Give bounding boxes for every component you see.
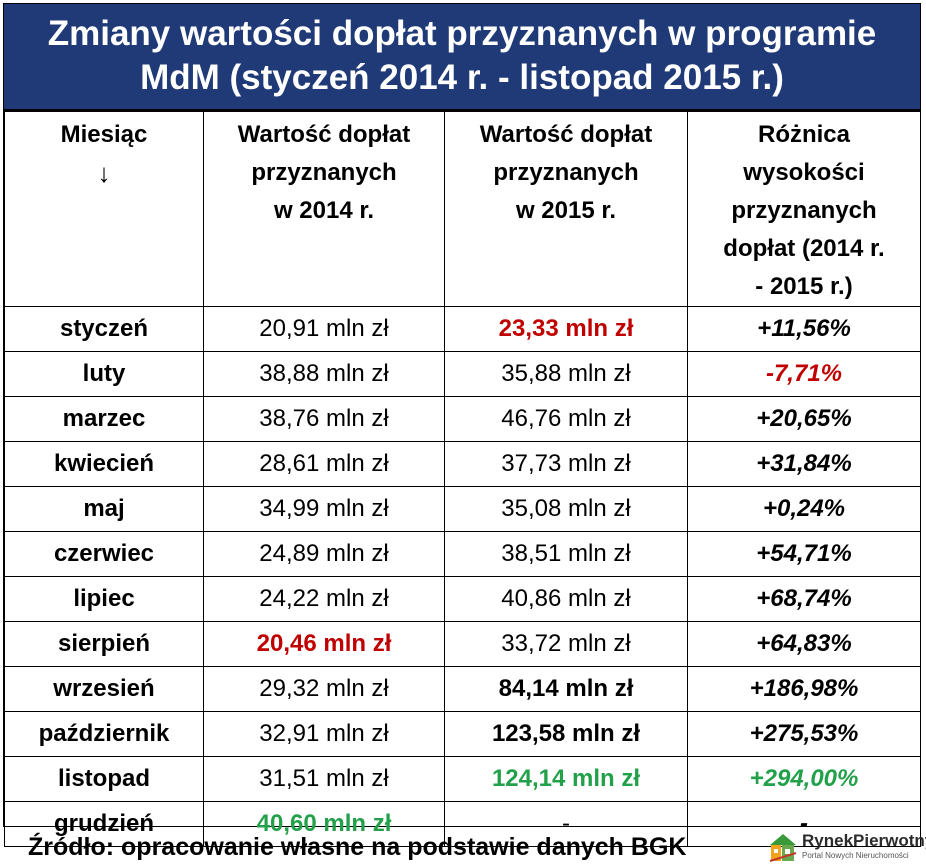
table-row: listopad 31,51 mln zł 124,14 mln zł +294,00… [4, 756, 921, 802]
cell-month: wrzesień [4, 666, 204, 712]
title-line-2: MdM (styczeń 2014 r. - listopad 2015 r.) [140, 58, 784, 97]
table-title: Zmiany wartości dopłat przyznanych w pro… [4, 4, 920, 111]
cell-difference: +275,53% [687, 711, 921, 757]
header-month-label: Miesiąc [60, 121, 148, 148]
header-line: - 2015 r.) [755, 273, 853, 300]
down-arrow-icon: ↓ [97, 158, 111, 188]
rynekpierwotny-logo: RynekPierwotny Portal Nowych Nieruchomoś… [768, 831, 926, 865]
cell-value-2014: 29,32 mln zł [203, 666, 445, 712]
title-line-1: Zmiany wartości dopłat przyznanych w pro… [47, 14, 877, 53]
logo-name: RynekPierwotny [802, 831, 926, 850]
house-logo-icon [769, 834, 797, 862]
cell-value-2014: 38,76 mln zł [203, 396, 445, 442]
header-row: Miesiąc ↓ Wartość dopłat przyznanych w 2… [4, 111, 921, 307]
cell-value-2015: 124,14 mln zł [444, 756, 688, 802]
logo-tagline: Portal Nowych Nieruchomości [802, 851, 909, 860]
header-line: w 2015 r. [515, 197, 617, 224]
cell-month: maj [4, 486, 204, 532]
cell-difference: +54,71% [687, 531, 921, 577]
cell-month: czerwiec [4, 531, 204, 577]
cell-difference: -7,71% [687, 351, 921, 397]
subsidy-table: Miesiąc ↓ Wartość dopłat przyznanych w 2… [4, 111, 921, 847]
table-row: luty 38,88 mln zł 35,88 mln zł -7,71% [4, 351, 921, 397]
table-row: styczeń 20,91 mln zł 23,33 mln zł +11,56% [4, 306, 921, 352]
cell-value-2015: 35,88 mln zł [444, 351, 688, 397]
table-frame: Zmiany wartości dopłat przyznanych w pro… [3, 3, 921, 847]
cell-value-2015: 84,14 mln zł [444, 666, 688, 712]
cell-difference: +294,00% [687, 756, 921, 802]
cell-value-2014: 38,88 mln zł [203, 351, 445, 397]
cell-value-2014: 31,51 mln zł [203, 756, 445, 802]
header-difference: Różnica wysokości przyznanych dopłat (20… [687, 111, 921, 307]
header-line: Różnica [757, 121, 850, 148]
cell-difference: +68,74% [687, 576, 921, 622]
cell-difference: +64,83% [687, 621, 921, 667]
table-row: czerwiec 24,89 mln zł 38,51 mln zł +54,71% [4, 531, 921, 577]
cell-month: sierpień [4, 621, 204, 667]
header-line: przyznanych [251, 159, 397, 186]
cell-month: grudzień [4, 801, 204, 847]
cell-value-2014: 34,99 mln zł [203, 486, 445, 532]
cell-month: listopad [4, 756, 204, 802]
header-month: Miesiąc ↓ [4, 111, 204, 307]
cell-month: lipiec [4, 576, 204, 622]
cell-difference: +11,56% [687, 306, 921, 352]
cell-value-2015: 123,58 mln zł [444, 711, 688, 757]
table-row: grudzień 40,60 mln zł - - [4, 801, 921, 847]
header-line: w 2014 r. [273, 197, 375, 224]
header-value-2015: Wartość dopłat przyznanych w 2015 r. [444, 111, 688, 307]
cell-month: styczeń [4, 306, 204, 352]
cell-value-2015: 40,86 mln zł [444, 576, 688, 622]
cell-value-2015: 35,08 mln zł [444, 486, 688, 532]
header-line: Wartość dopłat [479, 121, 653, 148]
cell-value-2014: 20,46 mln zł [203, 621, 445, 667]
source-note: Źródło: opracowanie własne na podstawie … [28, 833, 687, 861]
cell-month: październik [4, 711, 204, 757]
cell-difference: +20,65% [687, 396, 921, 442]
cell-difference: +31,84% [687, 441, 921, 487]
cell-value-2015: 46,76 mln zł [444, 396, 688, 442]
cell-value-2015: 38,51 mln zł [444, 531, 688, 577]
cell-value-2014: 20,91 mln zł [203, 306, 445, 352]
cell-difference: +0,24% [687, 486, 921, 532]
table-row: maj 34,99 mln zł 35,08 mln zł +0,24% [4, 486, 921, 532]
table-row: październik 32,91 mln zł 123,58 mln zł +275… [4, 711, 921, 757]
cell-month: kwiecień [4, 441, 204, 487]
cell-month: marzec [4, 396, 204, 442]
cell-value-2015: 23,33 mln zł [444, 306, 688, 352]
cell-difference: - [687, 801, 921, 847]
cell-value-2014: 28,61 mln zł [203, 441, 445, 487]
header-line: przyznanych [493, 159, 639, 186]
header-value-2014: Wartość dopłat przyznanych w 2014 r. [203, 111, 445, 307]
header-line: dopłat (2014 r. [723, 235, 885, 262]
table-row: kwiecień 28,61 mln zł 37,73 mln zł +31,84% [4, 441, 921, 487]
cell-value-2015: 33,72 mln zł [444, 621, 688, 667]
cell-value-2015: 37,73 mln zł [444, 441, 688, 487]
header-line: przyznanych [731, 197, 877, 224]
table-row: lipiec 24,22 mln zł 40,86 mln zł +68,74% [4, 576, 921, 622]
cell-value-2014: 32,91 mln zł [203, 711, 445, 757]
cell-value-2015: - [444, 801, 688, 847]
cell-value-2014: 40,60 mln zł [203, 801, 445, 847]
cell-value-2014: 24,22 mln zł [203, 576, 445, 622]
cell-month: luty [4, 351, 204, 397]
cell-difference: +186,98% [687, 666, 921, 712]
header-line: wysokości [743, 159, 865, 186]
table-body: styczeń 20,91 mln zł 23,33 mln zł +11,56% lu… [4, 306, 921, 847]
table-row: wrzesień 29,32 mln zł 84,14 mln zł +186,98% [4, 666, 921, 712]
header-line: Wartość dopłat [237, 121, 411, 148]
table-row: sierpień 20,46 mln zł 33,72 mln zł +64,83% [4, 621, 921, 667]
table-row: marzec 38,76 mln zł 46,76 mln zł +20,65% [4, 396, 921, 442]
cell-value-2014: 24,89 mln zł [203, 531, 445, 577]
